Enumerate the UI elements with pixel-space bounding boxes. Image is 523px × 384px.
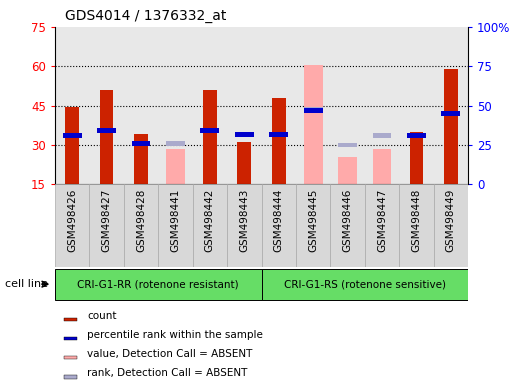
Text: GSM498427: GSM498427 [101,189,111,252]
Bar [434,184,468,267]
Bar [407,133,426,138]
Bar [399,184,434,267]
Bar [200,128,219,133]
Bar [64,356,77,359]
Bar [63,133,82,138]
Bar [100,90,113,184]
Bar [65,107,79,184]
Text: percentile rank within the sample: percentile rank within the sample [87,330,263,340]
Bar [262,184,296,267]
Text: GSM498441: GSM498441 [170,189,180,252]
Bar [55,269,262,300]
Bar [262,269,468,300]
Bar [89,184,124,267]
Bar [372,133,392,138]
Bar [203,90,217,184]
Bar [134,134,148,184]
Bar [55,184,89,267]
Bar [97,128,116,133]
Text: GSM498445: GSM498445 [308,189,318,252]
Bar [235,132,254,137]
Bar [410,132,423,184]
Text: GSM498428: GSM498428 [136,189,146,252]
Text: GDS4014 / 1376332_at: GDS4014 / 1376332_at [65,9,227,23]
Text: GSM498448: GSM498448 [412,189,422,252]
Bar [269,132,288,137]
Bar [441,111,460,116]
Bar [166,141,185,146]
Bar [304,107,323,112]
Bar [304,109,323,113]
Text: value, Detection Call = ABSENT: value, Detection Call = ABSENT [87,349,253,359]
Bar [124,184,158,267]
Text: GSM498442: GSM498442 [205,189,215,252]
Text: count: count [87,311,117,321]
Bar [64,376,77,379]
Bar [227,184,262,267]
Bar [272,98,286,184]
Bar [64,318,77,321]
Text: rank, Detection Call = ABSENT: rank, Detection Call = ABSENT [87,368,247,378]
Text: GSM498443: GSM498443 [240,189,249,252]
Bar [237,142,251,184]
Text: GSM498447: GSM498447 [377,189,387,252]
Bar [365,184,399,267]
Text: cell line: cell line [5,279,48,289]
Text: GSM498444: GSM498444 [274,189,283,252]
Bar [192,184,227,267]
Bar [444,69,458,184]
Bar [331,184,365,267]
Bar [372,149,392,184]
Text: GSM498426: GSM498426 [67,189,77,252]
Bar [131,141,151,146]
Text: GSM498449: GSM498449 [446,189,456,252]
Bar [304,65,323,184]
Bar [166,149,185,184]
Text: GSM498446: GSM498446 [343,189,353,252]
Bar [296,184,331,267]
Bar [338,142,357,147]
Bar [338,157,357,184]
Bar [64,337,77,340]
Text: CRI-G1-RS (rotenone sensitive): CRI-G1-RS (rotenone sensitive) [284,279,446,289]
Bar [158,184,192,267]
Text: CRI-G1-RR (rotenone resistant): CRI-G1-RR (rotenone resistant) [77,279,239,289]
